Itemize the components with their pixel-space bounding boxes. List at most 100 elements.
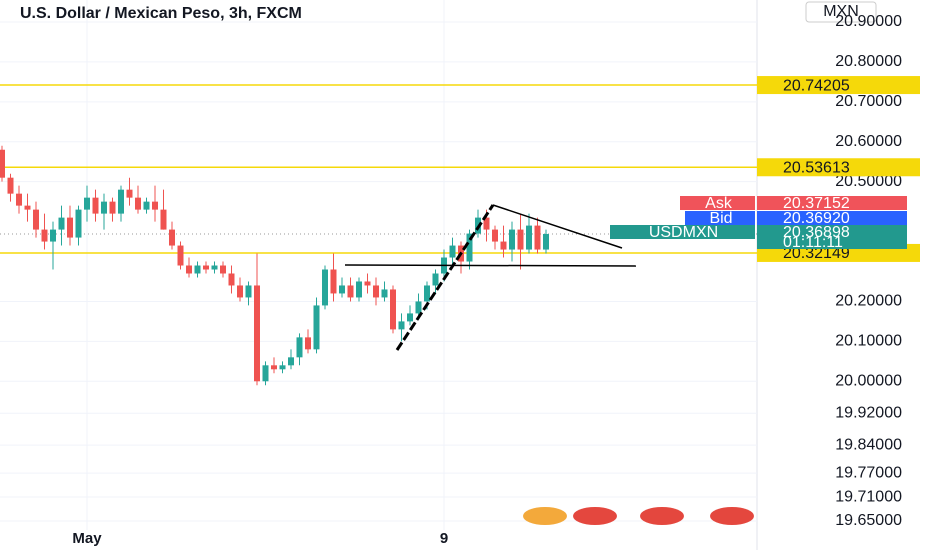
y-tick-label: 20.90000	[835, 13, 902, 30]
x-tick-label: May	[72, 530, 102, 547]
candle-body	[407, 313, 413, 322]
candle-body	[177, 245, 184, 266]
candle-body	[534, 225, 541, 250]
event-icon	[710, 507, 754, 525]
candle-body	[390, 289, 396, 330]
candle-body	[526, 225, 532, 250]
level-label: 20.32149	[783, 245, 850, 262]
bid-name: Bid	[709, 210, 732, 227]
y-tick-label: 20.70000	[835, 93, 902, 110]
candle-body	[509, 229, 515, 250]
y-tick-label: 20.80000	[835, 53, 902, 70]
candle-body	[543, 233, 549, 250]
plot-area	[0, 0, 757, 530]
candle-body	[271, 365, 277, 370]
candle-body	[449, 245, 456, 258]
candle-body	[424, 285, 430, 302]
bid-name-box	[685, 211, 755, 225]
candle-body	[373, 285, 379, 298]
candle-body	[58, 217, 65, 230]
candle-body	[109, 201, 116, 214]
candle-body	[288, 357, 294, 366]
candle-body	[118, 189, 124, 214]
candle-body	[492, 229, 498, 242]
candle-body	[0, 149, 5, 178]
candle-body	[211, 265, 218, 270]
candle-body	[228, 273, 235, 286]
level-box	[757, 76, 920, 95]
event-icon	[523, 507, 567, 525]
candle-body	[169, 229, 175, 246]
bid-value: 20.36920	[783, 210, 850, 227]
last-name: USDMXN	[649, 224, 718, 241]
candle-body	[381, 289, 388, 298]
trend-line	[344, 264, 637, 267]
candle-body	[186, 265, 192, 274]
candle-body	[415, 301, 422, 314]
candle-body	[152, 201, 158, 210]
event-icon	[573, 507, 617, 525]
trend-line	[492, 204, 623, 249]
y-tick-label: 20.60000	[835, 133, 902, 150]
candle-body	[364, 281, 371, 286]
chart-title: U.S. Dollar / Mexican Peso, 3h, FXCM	[20, 5, 302, 22]
currency-box[interactable]	[805, 1, 877, 23]
ask-name: Ask	[705, 195, 733, 212]
ask-value: 20.37152	[783, 195, 850, 212]
level-label: 20.53613	[783, 159, 850, 176]
candle-body	[339, 285, 345, 294]
candle-body	[143, 201, 150, 210]
candle-body	[101, 201, 107, 214]
candle-body	[262, 365, 269, 382]
candle-body	[313, 305, 320, 350]
y-tick-label: 20.50000	[835, 173, 902, 190]
bid-value-box	[757, 211, 907, 225]
level-label: 20.74205	[783, 77, 850, 94]
candle-body	[347, 285, 354, 298]
level-box	[757, 158, 920, 177]
candle-body	[126, 189, 133, 198]
candle-body	[84, 197, 90, 210]
ask-value-box	[757, 196, 907, 210]
currency-label[interactable]: MXN	[823, 3, 859, 20]
y-tick-label: 19.84000	[835, 436, 902, 453]
candle-body	[7, 177, 14, 194]
last-name-box	[610, 225, 755, 239]
candle-body	[50, 229, 56, 242]
y-tick-label: 20.20000	[835, 293, 902, 310]
candle-body	[220, 265, 226, 274]
candle-body	[16, 193, 22, 206]
candle-body	[160, 209, 167, 230]
last-value: 20.36898	[783, 224, 850, 241]
y-tick-label: 19.77000	[835, 464, 902, 481]
candle-body	[24, 205, 31, 210]
candle-body	[517, 229, 524, 250]
y-tick-label: 20.10000	[835, 333, 902, 350]
last-value-box	[757, 225, 907, 249]
x-tick-label: 9	[440, 530, 448, 547]
candle-body	[33, 209, 39, 230]
y-tick-label: 19.92000	[835, 404, 902, 421]
candle-body	[305, 337, 311, 350]
y-tick-label: 19.71000	[835, 488, 902, 505]
ask-name-box	[680, 196, 755, 210]
candle-body	[432, 273, 439, 286]
trend-line	[395, 204, 495, 351]
candle-body	[296, 337, 303, 358]
candle-body	[135, 197, 141, 210]
candle-body	[194, 265, 201, 274]
candle-body	[356, 281, 362, 298]
candle-body	[237, 285, 243, 298]
y-tick-label: 19.65000	[835, 512, 902, 529]
candle-body	[203, 265, 209, 270]
candle-body	[245, 285, 252, 298]
countdown: 01:11:11	[783, 234, 843, 251]
candle-body	[254, 285, 260, 382]
candle-body	[466, 233, 473, 262]
candle-body	[322, 269, 328, 306]
event-icon	[640, 507, 684, 525]
candle-body	[67, 217, 73, 238]
candle-body	[75, 209, 82, 238]
candle-body	[41, 229, 48, 242]
